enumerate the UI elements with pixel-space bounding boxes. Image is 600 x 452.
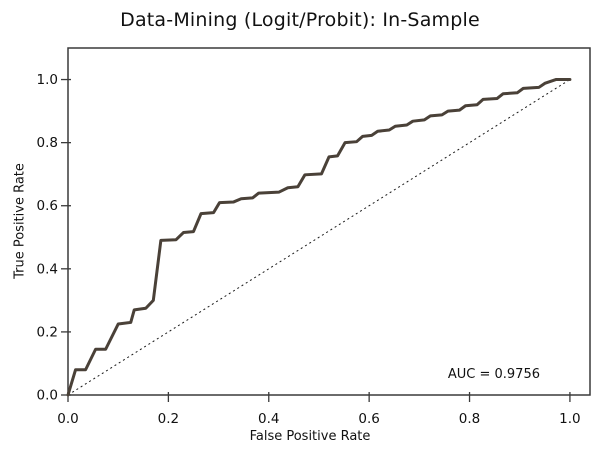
y-tick-label: 1.0: [37, 72, 58, 88]
y-tick-label: 0.8: [37, 135, 58, 151]
auc-annotation: AUC = 0.9756: [447, 367, 540, 382]
x-tick-label: 1.0: [559, 411, 580, 427]
x-tick-label: 0.6: [358, 411, 379, 427]
roc-curve-line: [66, 78, 572, 397]
y-tick-label: 0.0: [37, 388, 58, 404]
chart-title: Data-Mining (Logit/Probit): In-Sample: [120, 9, 480, 31]
y-tick-label: 0.6: [37, 198, 58, 214]
x-axis-label: False Positive Rate: [249, 429, 371, 444]
x-tick-label: 0.8: [459, 411, 480, 427]
y-axis-label: True Positive Rate: [12, 163, 28, 279]
y-tick-label: 0.2: [37, 324, 58, 340]
y-tick-label: 0.4: [37, 261, 58, 277]
chance-diagonal-line: [67, 79, 571, 396]
x-tick-label: 0.2: [158, 411, 179, 427]
x-tick-label: 0.0: [57, 411, 78, 427]
plot-border: [67, 47, 591, 396]
x-tick-label: 0.4: [258, 411, 279, 427]
